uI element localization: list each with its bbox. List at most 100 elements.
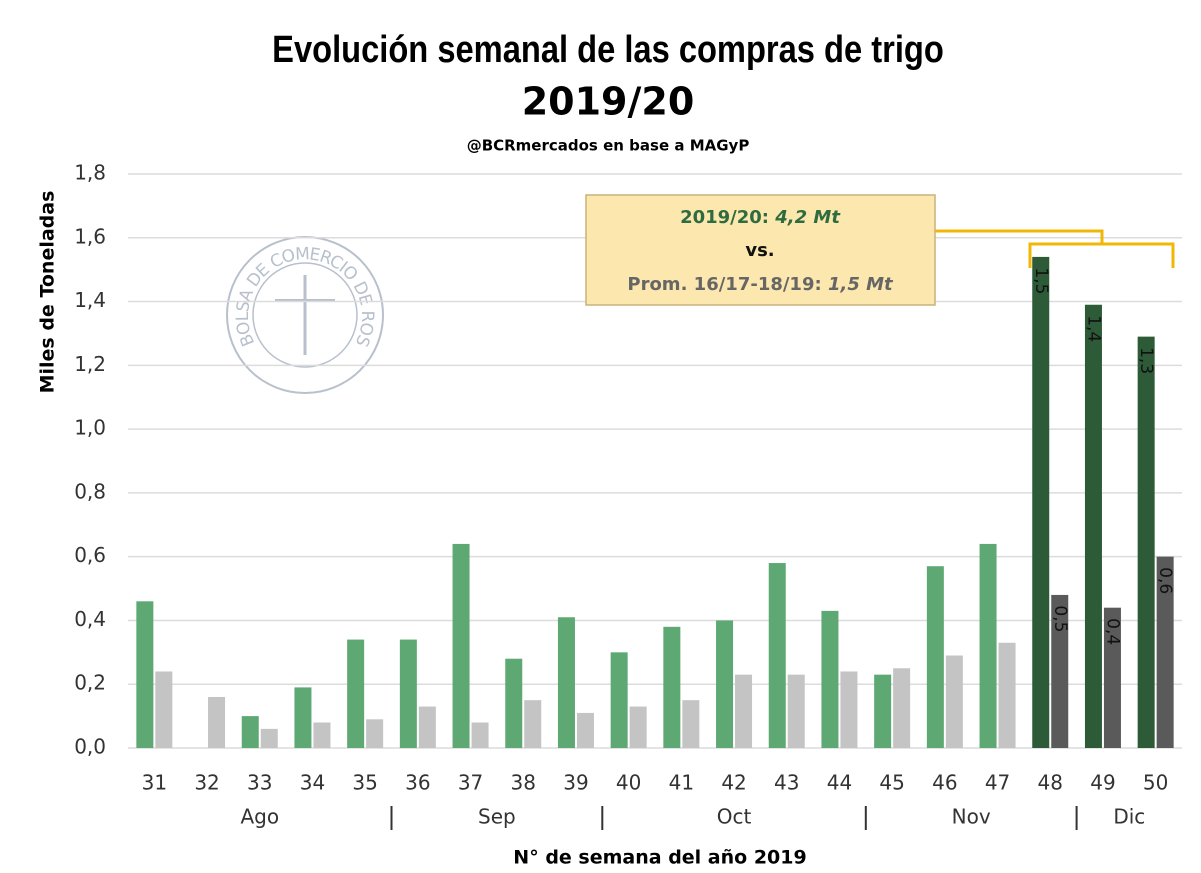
bar <box>136 601 154 748</box>
x-axis-label: N° de semana del año 2019 <box>513 847 806 869</box>
bar <box>840 671 858 748</box>
bar <box>768 563 786 748</box>
bar <box>893 668 911 748</box>
bar <box>610 652 628 748</box>
bar <box>629 706 647 748</box>
data-label: 0,5 <box>1050 605 1070 632</box>
bar <box>557 617 575 748</box>
x-tick-label: 49 <box>1090 771 1115 795</box>
data-label: 0,6 <box>1155 567 1175 594</box>
annotation-line: Prom. 16/17-18/19: 1,5 Mt <box>627 274 894 295</box>
data-label: 1,5 <box>1031 267 1051 294</box>
x-tick-label: 46 <box>932 771 957 795</box>
bar <box>1156 556 1174 748</box>
month-label: Sep <box>478 805 516 829</box>
bar <box>313 722 331 748</box>
bar <box>576 712 594 748</box>
bar <box>716 620 734 748</box>
x-tick-label: 44 <box>827 771 852 795</box>
x-tick-label: 37 <box>458 771 483 795</box>
x-tick-label: 32 <box>194 771 219 795</box>
annotation-line: vs. <box>745 240 774 261</box>
y-tick-label: 1,4 <box>74 288 106 312</box>
x-tick-label: 34 <box>300 771 325 795</box>
chart-title: Evolución semanal de las compras de trig… <box>272 28 944 71</box>
bar <box>1051 594 1069 748</box>
month-label: Dic <box>1113 805 1145 829</box>
x-tick-label: 50 <box>1143 771 1168 795</box>
month-label: Nov <box>952 805 991 829</box>
watermark-ring <box>226 236 384 394</box>
y-tick-label: 1,8 <box>74 161 106 185</box>
x-tick-label: 40 <box>616 771 641 795</box>
annotation-text: Prom. 16/17-18/19: <box>627 274 828 295</box>
x-tick-label: 45 <box>879 771 904 795</box>
bar <box>294 687 312 748</box>
annotation-box <box>585 194 936 306</box>
bar <box>1032 256 1050 748</box>
bar <box>399 639 417 748</box>
bar <box>926 566 944 748</box>
x-tick-label: 43 <box>774 771 799 795</box>
chart-title: 2019/20 <box>522 80 695 124</box>
subtitle: @BCRmercados en base a MAGyP <box>467 137 750 155</box>
month-label: Ago <box>240 805 279 829</box>
x-tick-label: 47 <box>985 771 1010 795</box>
bar <box>471 722 489 748</box>
bar <box>524 700 542 748</box>
x-tick-label: 42 <box>721 771 746 795</box>
bar <box>821 610 839 748</box>
data-label: 1,4 <box>1083 315 1103 342</box>
x-tick-label: 35 <box>352 771 377 795</box>
x-tick-label: 31 <box>142 771 167 795</box>
x-tick-label: 38 <box>511 771 536 795</box>
y-tick-label: 0,6 <box>74 543 106 567</box>
y-tick-label: 0,8 <box>74 479 106 503</box>
x-tick-label: 48 <box>1038 771 1063 795</box>
bar <box>735 674 753 748</box>
bar <box>208 696 226 748</box>
bar <box>1084 304 1102 748</box>
bar <box>787 674 805 748</box>
bar <box>347 639 365 748</box>
plot-area: 0,0 0,2 0,4 0,6 0,8 1,0 1,2 1,4 1,6 1,8 1,5 1,4 1,3 0… <box>74 161 1182 830</box>
y-tick-label: 1,2 <box>74 352 106 376</box>
y-axis-label: Miles de Toneladas <box>37 191 59 394</box>
bar <box>979 543 997 748</box>
bar <box>1103 607 1121 748</box>
bracket <box>935 229 1104 244</box>
data-label: 1,3 <box>1136 347 1156 374</box>
y-tick-label: 0,2 <box>74 671 106 695</box>
annotation: 2019/20: 4,2 Mt vs. Prom. 16/17-18/19: 1… <box>585 194 1175 306</box>
bar <box>998 642 1016 748</box>
y-tick-label: 1,0 <box>74 416 106 440</box>
bar <box>874 674 892 748</box>
bar <box>366 719 384 748</box>
y-tick-label: 0,4 <box>74 607 106 631</box>
x-tick-label: 39 <box>563 771 588 795</box>
bar <box>945 655 963 748</box>
month-label: Oct <box>717 805 752 829</box>
bar <box>452 543 470 748</box>
y-tick-label: 1,6 <box>74 224 106 248</box>
y-tick-label: 0,0 <box>74 735 106 759</box>
x-tick-label: 36 <box>405 771 430 795</box>
watermark-ring <box>252 262 358 368</box>
bracket <box>1028 242 1175 268</box>
annotation-text: 2019/20: <box>680 207 775 228</box>
annotation-value: 1,5 Mt <box>828 274 894 295</box>
bar <box>1137 336 1155 748</box>
bar <box>241 716 259 748</box>
bar <box>260 728 278 748</box>
data-label: 0,4 <box>1102 618 1122 645</box>
bar <box>505 658 523 748</box>
annotation-line: 2019/20: 4,2 Mt <box>680 207 841 228</box>
x-tick-label: 41 <box>669 771 694 795</box>
x-tick-label: 33 <box>247 771 272 795</box>
bar <box>663 626 681 748</box>
bar <box>155 671 173 748</box>
annotation-value: 4,2 Mt <box>774 207 841 228</box>
bar <box>418 706 436 748</box>
